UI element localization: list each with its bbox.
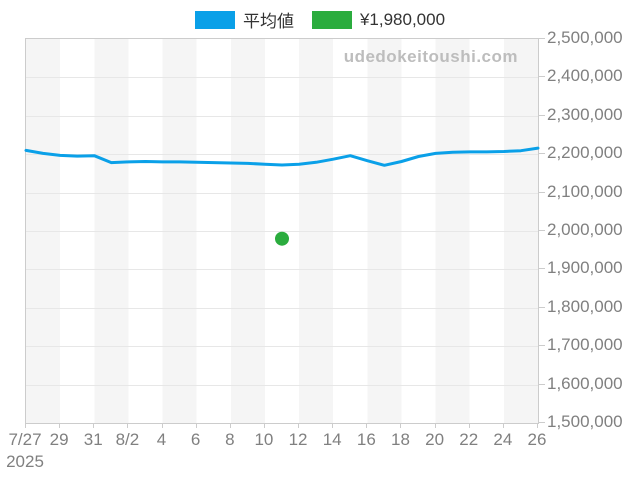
x-axis-tick [25,423,26,428]
x-axis-tick [468,423,470,428]
gridline [26,192,538,194]
x-axis-tick [127,423,129,428]
y-axis-label: 1,800,000 [547,296,623,316]
y-axis-tick [538,422,545,423]
x-axis-label: 7/27 [8,430,42,449]
y-axis-label: 1,700,000 [547,335,623,355]
y-axis-tick [538,76,545,78]
x-axis-tick [502,423,504,428]
y-axis-tick [538,345,545,347]
x-axis-label: 8 [225,430,235,449]
x-axis-tick [161,423,163,428]
x-axis-tick [366,423,368,428]
gridline [26,269,538,271]
x-axis-label: 29 [49,430,69,449]
x-axis-label: 8/2 [115,430,140,449]
x-axis-label: 26 [527,430,547,449]
x-axis-label: 22 [459,430,479,449]
gridline [26,384,538,386]
x-axis-label: 31 [83,430,103,449]
x-axis-label: 24 [493,430,513,449]
x-axis-label: 4 [156,430,167,449]
y-axis-label: 2,300,000 [547,104,623,124]
legend-item-average[interactable]: 平均値 [194,7,294,32]
x-axis-label: 10 [254,430,274,449]
x-axis-label: 18 [390,430,410,449]
gridline [26,346,538,348]
y-axis-label: 2,200,000 [547,143,623,163]
y-axis-label: 1,900,000 [547,258,623,278]
x-axis-label: 16 [356,430,376,449]
x-axis-tick [263,423,265,428]
y-axis-tick [538,153,545,155]
x-axis-tick [93,423,95,428]
legend-swatch-average [194,10,235,29]
y-axis-tick [538,114,545,116]
y-axis-label: 2,000,000 [547,220,623,239]
y-axis-label: 1,600,000 [547,373,623,393]
x-axis-label: 20 [425,430,445,449]
x-axis-tick [400,423,402,428]
y-axis-label: 2,500,000 [547,28,623,47]
legend-label-average: 平均値 [242,12,294,31]
x-axis-tick [298,423,300,428]
x-axis-tick [59,423,61,428]
y-axis-tick [538,306,545,308]
x-axis-label: 6 [190,430,201,449]
average-price-line [24,146,540,167]
y-axis-label: 2,400,000 [547,66,623,86]
y-axis-label: 1,500,000 [547,412,623,431]
plot-area: udedokeitoushi.com [24,38,540,424]
chart-svg [24,146,540,246]
chart-legend: 平均値 ¥1,980,000 [0,7,640,32]
x-axis-tick [332,423,334,428]
gridline [26,154,538,156]
x-axis-label: 14 [322,430,342,449]
y-axis-tick [538,268,545,270]
gridline [26,115,538,117]
listing-price-point[interactable] [275,231,289,246]
gridline [26,77,538,79]
y-axis-tick [538,230,545,231]
x-axis-label: 12 [288,430,308,449]
gridline [26,307,538,309]
y-axis-tick [538,38,545,39]
x-axis-tick [434,423,436,428]
y-axis-tick [538,383,545,385]
x-axis-tick [229,423,231,428]
legend-label-listing-price: ¥1,980,000 [359,9,446,29]
watermark: udedokeitoushi.com [343,47,518,66]
y-axis-tick [538,191,545,193]
gridline [26,231,538,232]
x-axis-tick [537,423,538,428]
x-axis-tick [195,423,197,428]
legend-swatch-listing-price [311,10,352,29]
legend-item-listing-price[interactable]: ¥1,980,000 [311,9,446,30]
year-label: 2025 [6,452,44,471]
y-axis-label: 2,100,000 [547,181,623,201]
